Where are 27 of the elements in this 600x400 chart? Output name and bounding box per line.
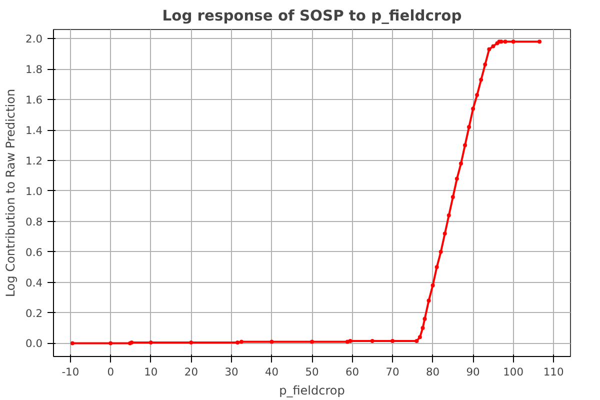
y-tick-label: 0.8 <box>26 215 43 228</box>
y-tick-label: 1.6 <box>26 94 43 107</box>
y-tick-label: 0.2 <box>26 306 43 320</box>
y-tick-label: 1.8 <box>26 63 43 76</box>
y-tick-label: 0.6 <box>26 246 43 259</box>
x-tick-label: 80 <box>426 366 440 378</box>
y-tick-label: 0.0 <box>26 337 43 350</box>
y-tick-label: 1.4 <box>26 124 43 138</box>
y-tick-label: 1.0 <box>26 184 43 198</box>
x-tick-label: 30 <box>224 366 238 378</box>
x-axis-title: p_fieldcrop <box>279 384 345 398</box>
x-tick-label: 90 <box>466 366 480 378</box>
x-tick-label: 0 <box>107 366 114 378</box>
chart-title: Log response of SOSP to p_fieldcrop <box>162 8 462 24</box>
y-tick-label: 1.2 <box>26 154 43 168</box>
x-tick-label: 60 <box>345 366 360 378</box>
x-tick-label: 50 <box>305 366 319 378</box>
x-tick-label: 100 <box>503 366 524 378</box>
y-tick-label: 0.4 <box>26 276 43 290</box>
x-tick-label: 70 <box>386 366 400 378</box>
x-tick-label: 40 <box>264 366 279 378</box>
x-tick-label: -10 <box>62 366 80 378</box>
y-axis-title: Log Contribution to Raw Prediction <box>4 88 18 298</box>
y-tick-label: 2.0 <box>26 32 43 46</box>
x-tick-label: 10 <box>144 366 158 378</box>
x-tick-label: 110 <box>543 366 564 378</box>
x-tick-label: 20 <box>184 366 198 378</box>
